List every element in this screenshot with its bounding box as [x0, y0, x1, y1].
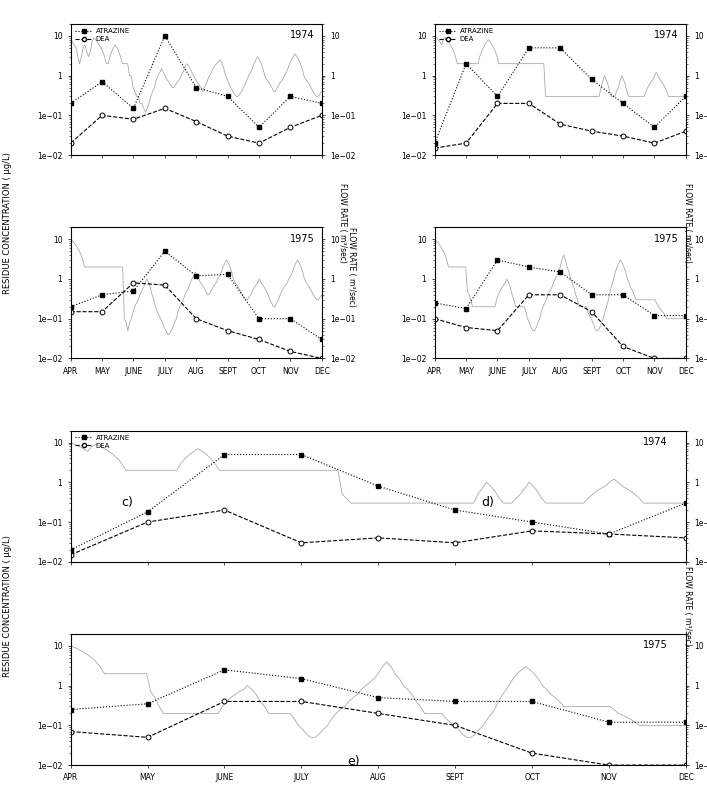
Text: FLOW RATE ( m³/sec): FLOW RATE ( m³/sec)	[683, 566, 691, 646]
Text: RESIDUE CONCENTRATION ( μg/L): RESIDUE CONCENTRATION ( μg/L)	[3, 535, 11, 677]
Text: 1974: 1974	[654, 30, 678, 41]
Legend: ATRAZINE, DEA: ATRAZINE, DEA	[72, 432, 133, 452]
Legend: ATRAZINE, DEA: ATRAZINE, DEA	[72, 26, 133, 45]
Legend: ATRAZINE, DEA: ATRAZINE, DEA	[436, 26, 497, 45]
Text: FLOW RATE ( m³/sec): FLOW RATE ( m³/sec)	[683, 183, 691, 263]
Text: RESIDUE CONCENTRATION ( μg/L): RESIDUE CONCENTRATION ( μg/L)	[3, 152, 11, 294]
Text: 1975: 1975	[653, 234, 678, 244]
Text: c): c)	[122, 496, 133, 509]
Text: FLOW RATE ( m³/sec): FLOW RATE ( m³/sec)	[347, 227, 356, 307]
Text: d): d)	[481, 496, 494, 509]
Text: 1974: 1974	[643, 437, 667, 447]
Text: 1974: 1974	[290, 30, 314, 41]
Text: 1975: 1975	[643, 641, 667, 650]
Text: e): e)	[347, 755, 360, 768]
Text: 1975: 1975	[289, 234, 314, 244]
Text: FLOW RATE ( m³/sec): FLOW RATE ( m³/sec)	[339, 183, 347, 263]
